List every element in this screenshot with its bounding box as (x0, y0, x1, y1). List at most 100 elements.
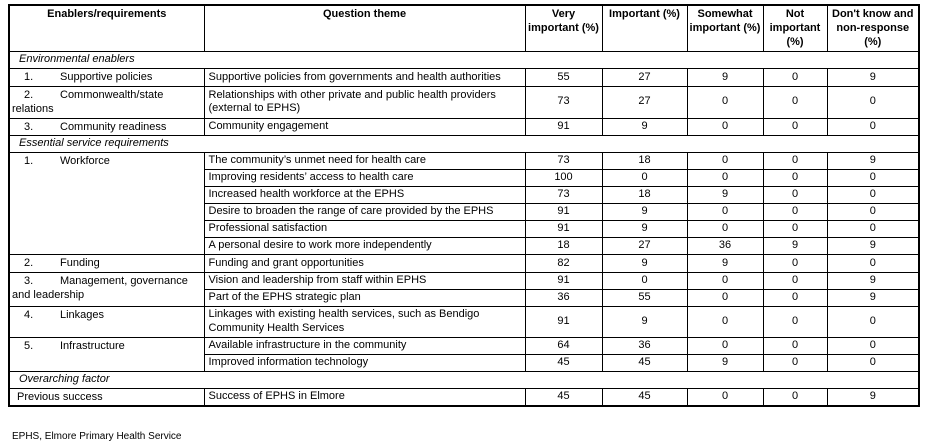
value-cell: 36 (601, 336, 688, 355)
column-header-somewhat-important: Somewhat important (%) (686, 4, 764, 53)
header-row: Enablers/requirements Question theme Ver… (8, 4, 920, 53)
value-cell: 0 (826, 220, 920, 239)
enabler-number: 5. (24, 339, 34, 352)
enabler-number: 1. (24, 71, 34, 84)
value-cell: 45 (601, 353, 688, 372)
value-cell: 91 (524, 220, 603, 239)
value-cell: 73 (524, 86, 603, 119)
value-cell: 9 (826, 289, 920, 307)
value-cell: 18 (524, 237, 603, 256)
theme-cell: Improved information technology (203, 353, 526, 372)
value-cell: 0 (826, 353, 920, 372)
value-cell: 73 (524, 152, 603, 171)
value-cell: 0 (762, 86, 828, 119)
value-cell: 45 (601, 387, 688, 407)
value-cell: 0 (826, 203, 920, 222)
value-cell: 36 (686, 237, 764, 256)
value-cell: 0 (762, 117, 828, 137)
value-cell: 27 (601, 68, 688, 87)
table-row: 2. Funding Funding and grant opportunities… (8, 254, 920, 273)
value-cell: 18 (601, 186, 688, 205)
value-cell: 0 (762, 353, 828, 372)
value-cell: 0 (762, 68, 828, 87)
theme-cell: Community engagement (203, 117, 526, 137)
theme-cell: Supportive policies from governments and… (203, 68, 526, 87)
value-cell: 0 (762, 387, 828, 407)
value-cell: 64 (524, 336, 603, 355)
section-title: Environmental enablers (8, 51, 920, 70)
theme-cell: Professional satisfaction (203, 220, 526, 239)
section-title: Essential service requirements (8, 135, 920, 154)
value-cell: 0 (686, 387, 764, 407)
value-cell: 0 (762, 289, 828, 307)
value-cell: 0 (826, 117, 920, 137)
theme-cell: Vision and leadership from staff within … (203, 272, 526, 290)
value-cell: 91 (524, 272, 603, 290)
table-row: A personal desire to work more independe… (9, 237, 920, 256)
value-cell: 0 (762, 169, 828, 188)
column-header-enablers: Enablers/requirements (8, 4, 205, 53)
value-cell: 0 (762, 152, 828, 171)
value-cell: 0 (686, 306, 764, 338)
value-cell: 27 (601, 86, 688, 119)
value-cell: 9 (826, 387, 920, 407)
survey-results-table: Enablers/requirements Question theme Ver… (8, 4, 920, 408)
value-cell: 91 (524, 203, 603, 222)
value-cell: 0 (601, 272, 688, 290)
value-cell: 0 (762, 186, 828, 205)
table-row: 5. Infrastructure Available infrastructure… (8, 336, 920, 372)
value-cell: 0 (762, 306, 828, 338)
value-cell: 0 (826, 306, 920, 338)
enabler-number: 2. (24, 89, 34, 101)
value-cell: 82 (524, 254, 603, 273)
enabler-number: 3. (24, 275, 34, 287)
table-row: 1. Workforce The community’s unmet need fo… (8, 152, 920, 256)
value-cell: 9 (826, 68, 920, 87)
table-row: 2. Commonwealth/state relations Relationsh… (8, 86, 920, 119)
table-row: 1. Supportive policies Supportive policies… (8, 68, 920, 87)
value-cell: 9 (601, 306, 688, 338)
value-cell: 55 (524, 68, 603, 87)
value-cell: 9 (686, 254, 764, 273)
section-row: Essential service requirements (8, 135, 920, 154)
enabler-cell: 5. Infrastructure (8, 336, 205, 372)
enabler-cell: Previous success (8, 387, 205, 407)
value-cell: 0 (762, 203, 828, 222)
theme-cell: Available infrastructure in the communit… (203, 336, 526, 355)
value-cell: 0 (686, 272, 764, 290)
value-cell: 9 (686, 68, 764, 87)
value-cell: 0 (826, 169, 920, 188)
value-cell: 0 (686, 203, 764, 222)
enabler-number: 3. (24, 120, 34, 133)
value-cell: 9 (601, 203, 688, 222)
value-cell: 0 (686, 117, 764, 137)
section-row: Overarching factor (8, 370, 920, 389)
value-cell: 0 (686, 152, 764, 171)
enabler-cell: 1. Workforce (8, 152, 205, 256)
value-cell: 0 (686, 289, 764, 307)
value-cell: 0 (601, 169, 688, 188)
value-cell: 9 (601, 254, 688, 273)
enabler-cell: 1. Supportive policies (8, 68, 205, 87)
theme-cell: Success of EPHS in Elmore (203, 387, 526, 407)
value-cell: 0 (686, 86, 764, 119)
column-header-dont-know: Don't know and non-response (%) (826, 4, 920, 53)
value-cell: 0 (686, 336, 764, 355)
value-cell: 18 (601, 152, 688, 171)
theme-cell: Desire to broaden the range of care prov… (203, 203, 526, 222)
value-cell: 0 (826, 336, 920, 355)
column-header-not-important: Not important (%) (762, 4, 828, 53)
value-cell: 9 (686, 186, 764, 205)
value-cell: 9 (601, 117, 688, 137)
value-cell: 0 (762, 220, 828, 239)
theme-cell: Funding and grant opportunities (203, 254, 526, 273)
enabler-number: 1. (24, 155, 34, 168)
theme-cell: The community’s unmet need for health ca… (203, 152, 526, 171)
theme-cell: Improving residents’ access to health ca… (203, 169, 526, 188)
theme-cell: Part of the EPHS strategic plan (203, 289, 526, 307)
column-header-important: Important (%) (601, 4, 688, 53)
theme-cell: Increased health workforce at the EPHS (203, 186, 526, 205)
value-cell: 45 (524, 387, 603, 407)
table-row: Previous success Success of EPHS in Elmor… (8, 387, 920, 407)
section-title: Overarching factor (8, 370, 920, 389)
